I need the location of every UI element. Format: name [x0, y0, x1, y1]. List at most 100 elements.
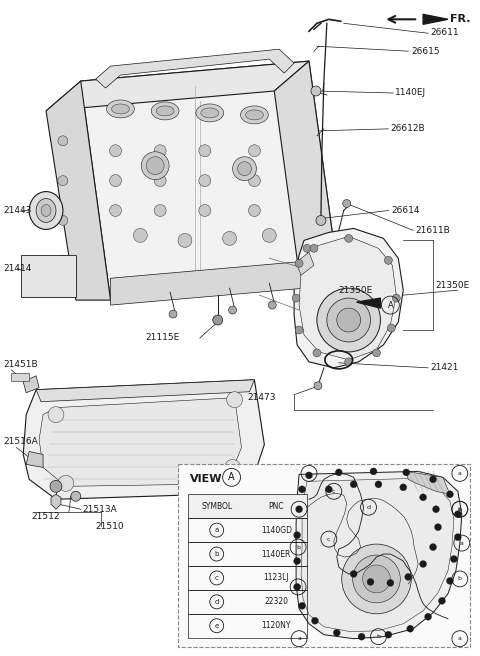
Ellipse shape — [29, 192, 63, 230]
Circle shape — [109, 205, 121, 216]
Text: b: b — [297, 506, 301, 512]
Circle shape — [430, 476, 436, 483]
Ellipse shape — [240, 106, 268, 124]
Circle shape — [109, 145, 121, 157]
Circle shape — [345, 358, 353, 366]
Circle shape — [392, 294, 400, 302]
Text: 1140ER: 1140ER — [262, 550, 291, 558]
Circle shape — [109, 174, 121, 186]
Text: 1120NY: 1120NY — [262, 621, 291, 630]
Polygon shape — [96, 49, 294, 88]
Circle shape — [350, 481, 357, 488]
Text: e: e — [215, 623, 219, 628]
Text: 26611: 26611 — [430, 28, 459, 37]
Text: 22320: 22320 — [264, 598, 288, 606]
Polygon shape — [23, 380, 264, 499]
Circle shape — [223, 232, 237, 245]
Circle shape — [312, 617, 318, 625]
Circle shape — [350, 571, 357, 577]
Text: 21451B: 21451B — [3, 360, 38, 369]
Circle shape — [299, 602, 306, 609]
Circle shape — [199, 174, 211, 186]
Polygon shape — [26, 451, 43, 468]
Text: 21512: 21512 — [31, 512, 60, 521]
Bar — [188, 494, 307, 518]
Circle shape — [178, 234, 192, 247]
Circle shape — [455, 533, 461, 541]
Circle shape — [48, 407, 64, 422]
Polygon shape — [46, 61, 309, 111]
Circle shape — [58, 136, 68, 146]
Circle shape — [455, 511, 461, 518]
Text: 21115E: 21115E — [145, 333, 180, 342]
Circle shape — [141, 152, 169, 180]
Text: 1140GD: 1140GD — [261, 525, 292, 535]
Circle shape — [310, 244, 318, 253]
Text: b: b — [296, 544, 300, 550]
Circle shape — [294, 558, 300, 565]
Text: 1140EJ: 1140EJ — [396, 89, 426, 98]
Polygon shape — [357, 298, 381, 308]
Circle shape — [420, 494, 427, 501]
Circle shape — [314, 382, 322, 390]
Circle shape — [58, 255, 68, 265]
Circle shape — [133, 228, 147, 242]
Text: 21421: 21421 — [430, 363, 458, 373]
Circle shape — [316, 215, 326, 226]
Text: 21350E: 21350E — [435, 281, 469, 290]
Circle shape — [249, 174, 260, 186]
Circle shape — [353, 555, 400, 603]
Circle shape — [342, 544, 411, 614]
Circle shape — [387, 324, 396, 332]
Polygon shape — [23, 376, 39, 393]
Circle shape — [154, 145, 166, 157]
Circle shape — [333, 629, 340, 636]
Circle shape — [370, 468, 377, 475]
Ellipse shape — [36, 199, 56, 222]
Polygon shape — [406, 472, 450, 494]
Text: e: e — [458, 506, 462, 512]
Circle shape — [387, 579, 394, 586]
Circle shape — [294, 583, 300, 590]
Circle shape — [249, 205, 260, 216]
Circle shape — [299, 486, 306, 493]
Text: d: d — [215, 599, 219, 605]
Text: 26614: 26614 — [391, 206, 420, 215]
Circle shape — [50, 480, 62, 492]
Circle shape — [294, 531, 300, 539]
Circle shape — [296, 506, 302, 513]
Text: 21611B: 21611B — [415, 226, 450, 235]
Circle shape — [405, 573, 412, 581]
Bar — [21, 255, 76, 297]
Text: 21513A: 21513A — [83, 504, 118, 514]
Polygon shape — [110, 258, 339, 305]
Ellipse shape — [196, 104, 224, 122]
Circle shape — [358, 633, 365, 640]
Polygon shape — [81, 61, 339, 300]
Ellipse shape — [111, 104, 130, 114]
Circle shape — [325, 486, 332, 493]
Circle shape — [434, 523, 442, 531]
Circle shape — [450, 556, 457, 562]
Ellipse shape — [201, 108, 219, 118]
Polygon shape — [296, 253, 314, 276]
Circle shape — [337, 308, 360, 332]
Bar — [178, 464, 470, 647]
Text: a: a — [458, 636, 462, 641]
Circle shape — [367, 579, 374, 585]
Circle shape — [343, 199, 351, 207]
Text: b: b — [296, 584, 300, 589]
Ellipse shape — [41, 205, 51, 216]
Circle shape — [58, 176, 68, 186]
Ellipse shape — [107, 100, 134, 118]
Text: c: c — [332, 489, 336, 494]
Polygon shape — [296, 472, 462, 639]
Circle shape — [311, 86, 321, 96]
Circle shape — [385, 631, 392, 638]
Text: c: c — [215, 575, 219, 581]
Circle shape — [199, 205, 211, 216]
Circle shape — [58, 215, 68, 226]
Text: 21414: 21414 — [3, 264, 32, 273]
Circle shape — [154, 174, 166, 186]
Circle shape — [446, 491, 454, 498]
